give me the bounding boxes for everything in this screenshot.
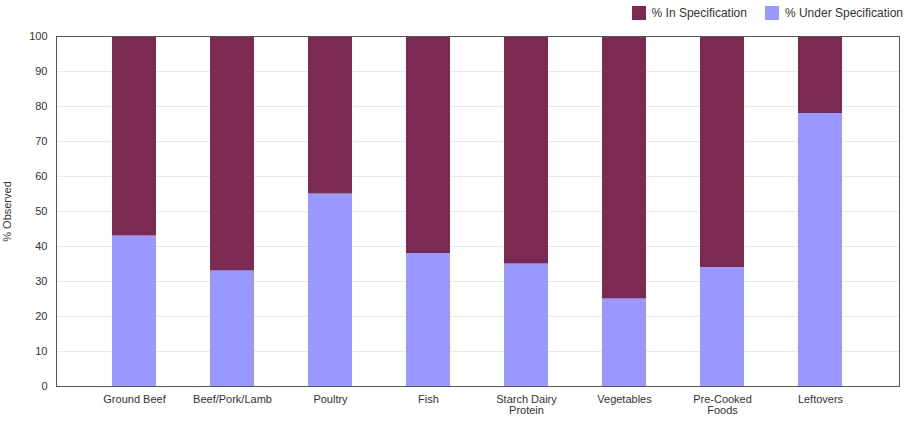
svg-text:60: 60: [35, 170, 47, 182]
svg-text:Vegetables: Vegetables: [597, 393, 652, 405]
svg-text:100: 100: [29, 30, 47, 42]
html-text:% Under Specification: % Under Specification: [784, 6, 903, 20]
svg-text:10: 10: [35, 345, 47, 357]
svg-text:70: 70: [35, 135, 47, 147]
svg-text:Pre-CookedFoods: Pre-CookedFoods: [693, 393, 752, 416]
svg-text:30: 30: [35, 275, 47, 287]
svg-text:0: 0: [41, 380, 47, 392]
svg-text:Ground Beef: Ground Beef: [103, 393, 166, 405]
svg-text:50: 50: [35, 205, 47, 217]
svg-text:Leftovers: Leftovers: [798, 393, 844, 405]
svg-text:20: 20: [35, 310, 47, 322]
svg-text:% Observed: % Observed: [1, 181, 13, 242]
svg-text:Starch DairyProtein: Starch DairyProtein: [496, 393, 557, 416]
html-text:% In Specification: % In Specification: [651, 6, 747, 20]
svg-text:Poultry: Poultry: [313, 393, 348, 405]
svg-text:80: 80: [35, 100, 47, 112]
svg-text:Beef/Pork/Lamb: Beef/Pork/Lamb: [193, 393, 272, 405]
svg-text:40: 40: [35, 240, 47, 252]
svg-text:90: 90: [35, 65, 47, 77]
svg-text:Fish: Fish: [418, 393, 439, 405]
